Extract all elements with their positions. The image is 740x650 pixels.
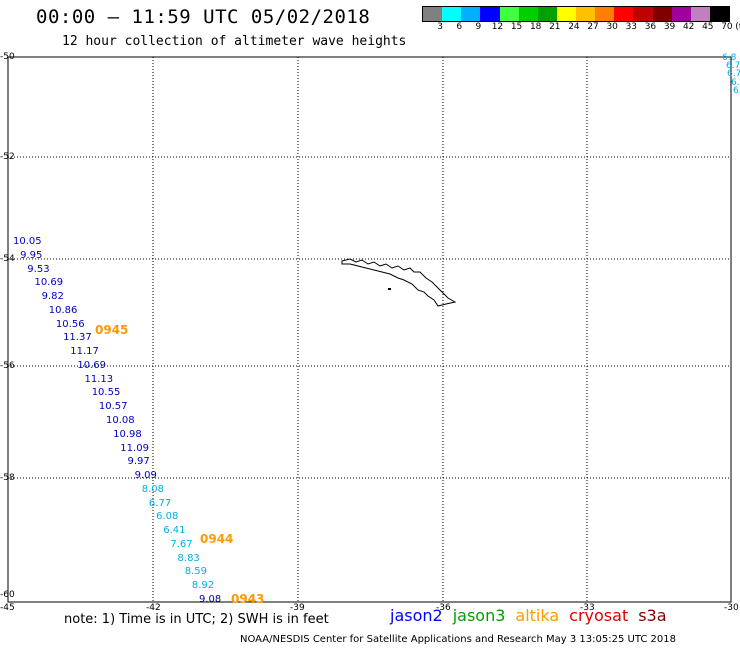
wave-height-value: 6.08 <box>156 511 179 523</box>
color-scale-label: 15 <box>510 22 523 32</box>
legend-item-cryosat: cryosat <box>569 606 629 625</box>
lat-tick-label: -56 <box>0 361 15 371</box>
lat-tick-label: -58 <box>0 473 15 483</box>
map-grid <box>8 57 731 602</box>
color-swatch <box>652 7 672 21</box>
color-scale-label: 36 <box>644 22 657 32</box>
color-scale-label: 12 <box>491 22 504 32</box>
wave-height-value: 10.08 <box>106 415 135 426</box>
color-scale-label: 45 <box>702 22 714 32</box>
color-swatch <box>671 7 691 21</box>
wave-height-value: 9.08 <box>199 594 222 605</box>
color-swatch <box>518 7 538 21</box>
color-scale-label: 24 <box>568 22 580 32</box>
wave-height-value: 11.09 <box>120 442 149 454</box>
wave-height-value: 10.69 <box>34 277 64 289</box>
color-scale-bar <box>422 6 730 22</box>
color-swatch <box>442 7 462 21</box>
color-swatch <box>633 7 653 21</box>
wave-height-value: 9.95 <box>20 249 43 261</box>
corner-track-value: 6.7 <box>727 69 740 79</box>
wave-height-value: 10.98 <box>113 428 142 440</box>
corner-track-value: 6.8 <box>722 53 737 63</box>
wave-height-value: 8.59 <box>184 566 207 578</box>
color-scale-label: 33 <box>625 22 638 32</box>
satellite-legend: jason2 jason3 altika cryosat s3a <box>390 606 677 625</box>
color-swatch <box>709 7 729 21</box>
lon-tick-label: -39 <box>290 603 305 613</box>
pass-time-label: 0944 <box>200 532 234 546</box>
color-swatch <box>480 7 500 21</box>
wave-height-value: 10.57 <box>98 401 128 413</box>
wave-height-value: 10.56 <box>55 318 85 330</box>
color-swatch <box>423 7 443 21</box>
map-frame <box>7 56 732 603</box>
color-swatch <box>595 7 615 21</box>
color-scale-label: 70 <box>721 22 733 32</box>
page-subtitle: 12 hour collection of altimeter wave hei… <box>62 34 407 49</box>
credit-line: NOAA/NESDIS Center for Satellite Applica… <box>240 634 676 645</box>
color-scale-label: 18 <box>529 22 542 32</box>
color-scale-label: 30 <box>606 22 618 32</box>
lat-tick-label: -60 <box>0 590 15 600</box>
corner-track-value: 6. <box>733 86 740 96</box>
wave-height-value: 9.09 <box>134 470 157 482</box>
wave-height-value: 11.37 <box>63 332 92 344</box>
legend-item-jason3: jason3 <box>452 606 506 625</box>
corner-track-value: 6.7 <box>726 61 740 71</box>
wave-height-value: 10.05 <box>13 236 42 247</box>
color-scale-label: 21 <box>549 22 561 32</box>
wave-height-value: 8.83 <box>177 552 200 564</box>
corner-track-value: 6. <box>731 78 740 88</box>
lon-tick-label: -42 <box>146 603 161 613</box>
footnote: note: 1) Time is in UTC; 2) SWH is in fe… <box>64 612 329 627</box>
wave-height-value: 11.13 <box>84 373 114 385</box>
color-swatch <box>556 7 576 21</box>
wave-height-value: 8.08 <box>141 483 165 495</box>
wave-height-value: 9.53 <box>27 263 50 275</box>
color-scale-label: 39 <box>663 22 676 32</box>
legend-item-jason2: jason2 <box>390 606 443 625</box>
lat-tick-label: -52 <box>0 152 15 162</box>
wave-height-value: 9.82 <box>41 291 64 303</box>
wave-height-value: 11.17 <box>70 346 99 358</box>
lat-tick-label: -50 <box>0 52 15 62</box>
island-outline <box>341 258 457 307</box>
wave-height-value: 6.41 <box>163 525 186 537</box>
color-scale-label: 27 <box>587 22 599 32</box>
legend-item-altika: altika <box>515 606 560 625</box>
color-scale-unit: (ft) <box>735 22 740 32</box>
pass-time-label: 0943 <box>231 592 265 606</box>
color-swatch <box>690 7 710 21</box>
wave-height-value: 10.55 <box>91 387 121 399</box>
color-swatch <box>461 7 481 21</box>
color-scale-label: 3 <box>437 22 443 32</box>
wave-height-value: 8.92 <box>191 580 215 592</box>
page-title: 00:00 – 11:59 UTC 05/02/2018 <box>36 6 371 28</box>
lon-tick-label: -33 <box>580 603 595 613</box>
color-swatch <box>499 7 519 21</box>
lon-tick-label: -36 <box>436 603 451 613</box>
wave-height-value: 10.86 <box>48 304 78 316</box>
wave-height-value: 9.97 <box>127 456 150 468</box>
legend-item-s3a: s3a <box>638 606 667 625</box>
pass-time-label: 0945 <box>95 323 129 337</box>
wave-height-value: 7.67 <box>170 538 193 550</box>
color-swatch <box>614 7 634 21</box>
lon-tick-label: -30 <box>724 603 739 613</box>
lon-tick-label: -45 <box>0 603 15 613</box>
lat-tick-label: -54 <box>0 254 15 264</box>
color-scale-label: 42 <box>682 22 695 32</box>
color-swatch <box>576 7 596 21</box>
color-swatch <box>537 7 557 21</box>
wave-height-value: 10.69 <box>77 359 107 371</box>
islet <box>388 288 391 290</box>
color-scale-label: 6 <box>456 22 463 32</box>
wave-height-value: 6.77 <box>148 497 172 509</box>
color-scale-label: 9 <box>475 22 482 32</box>
